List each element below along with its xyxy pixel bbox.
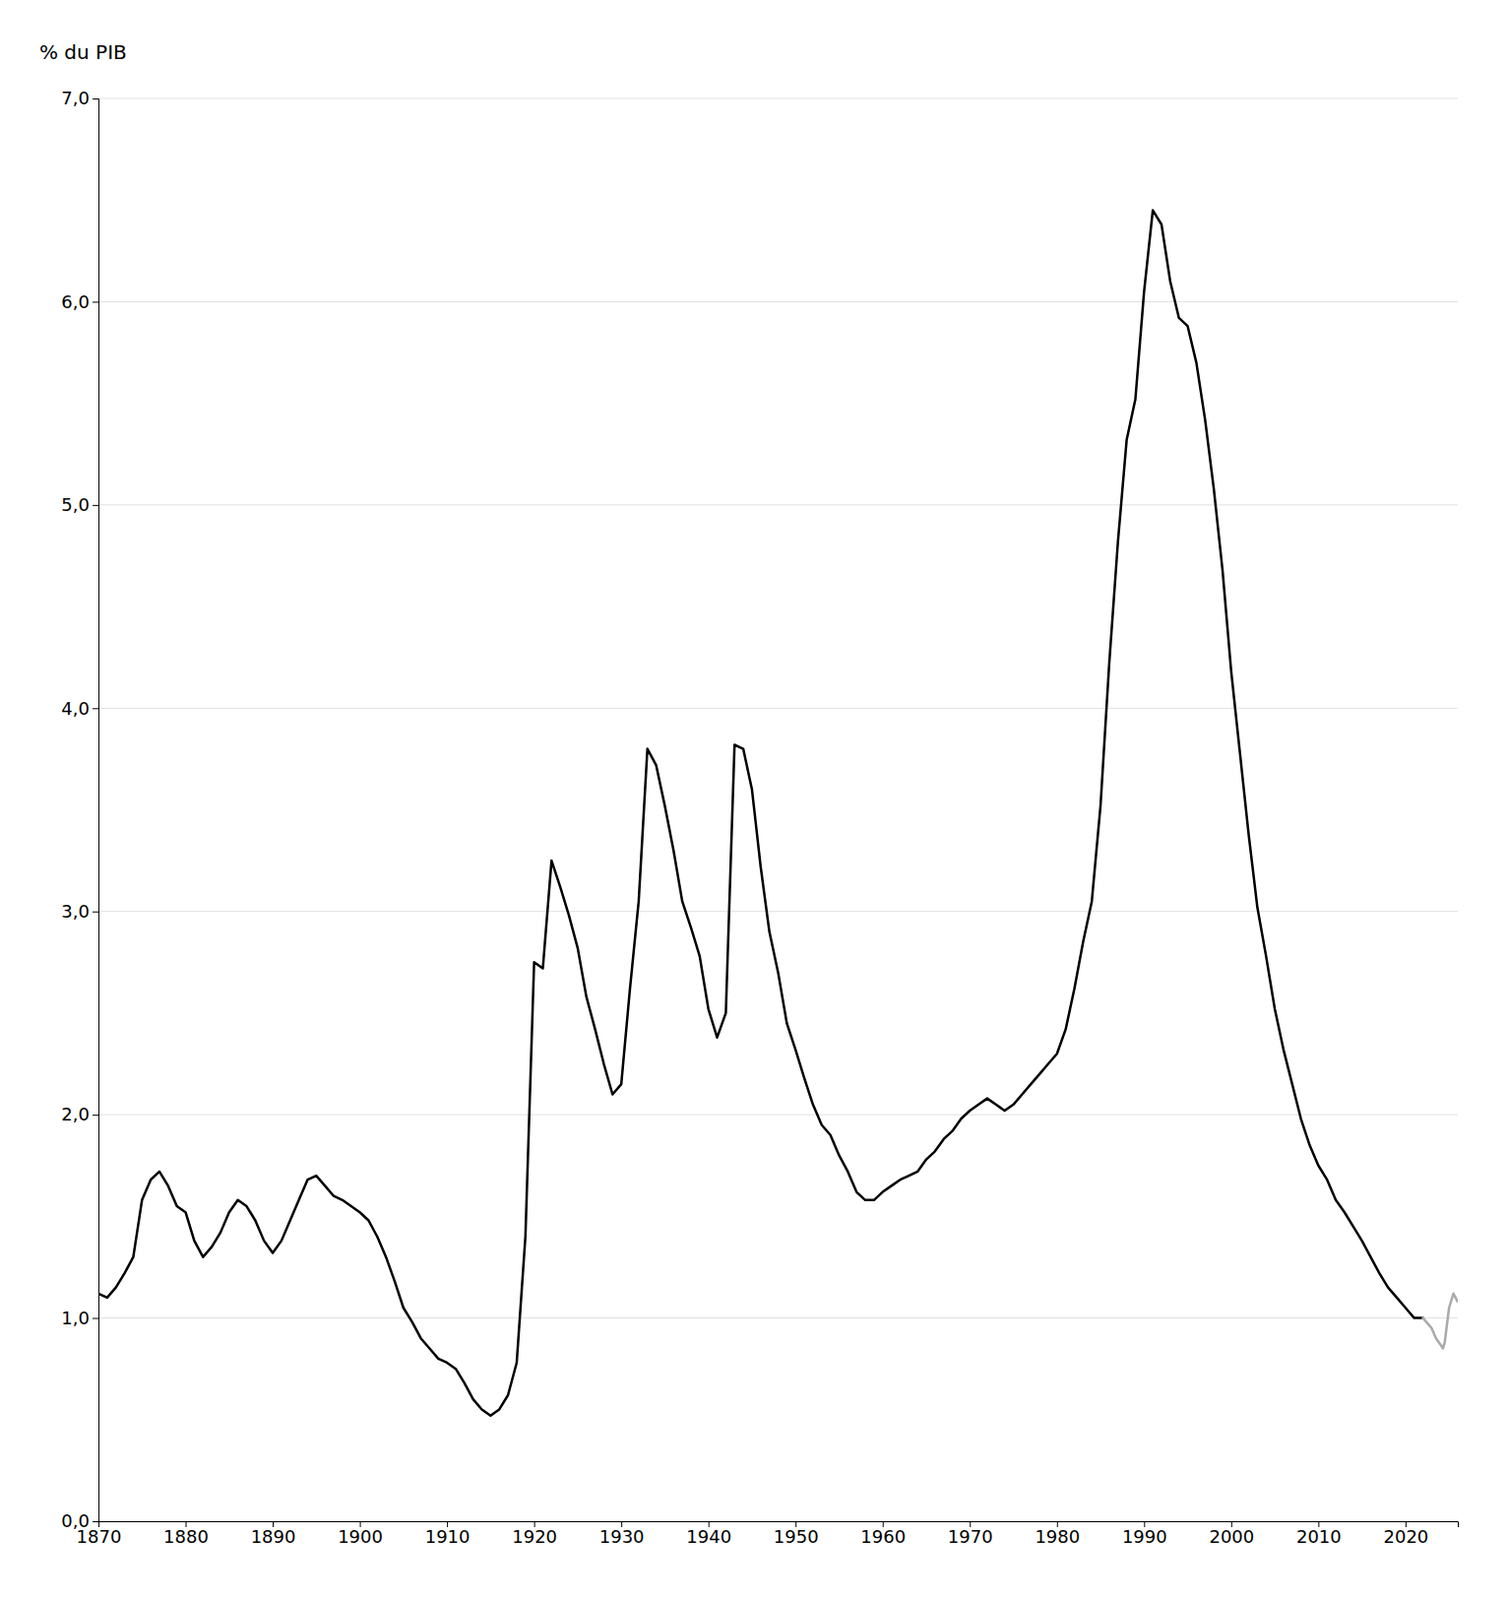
x-tick-label: 1900 (337, 1525, 383, 1547)
y-axis: 0,0 1,0 2,0 3,0 4,0 5,0 6,0 7,0 (61, 87, 99, 1531)
grid-line (98, 910, 1458, 912)
x-tick: 2020 (1382, 1520, 1429, 1547)
x-tick-label: 1920 (511, 1525, 558, 1547)
grid-line (98, 301, 1458, 303)
y-tick: 3,0 (61, 900, 99, 922)
x-tick: 1910 (425, 1520, 471, 1547)
y-tick-mark (92, 1114, 99, 1116)
series-line (1423, 1293, 1458, 1349)
y-tick: 6,0 (61, 291, 99, 313)
y-tick-label: 6,0 (61, 291, 90, 313)
grid (98, 98, 1458, 1521)
y-tick-label: 3,0 (61, 900, 90, 922)
grid-line (98, 707, 1458, 709)
y-tick: 7,0 (61, 87, 99, 109)
x-tick-label: 1990 (1122, 1525, 1168, 1547)
y-tick: 4,0 (61, 697, 99, 719)
x-tick-label: 2000 (1208, 1525, 1255, 1547)
x-tick: 1980 (1034, 1520, 1080, 1547)
y-tick-label: 7,0 (61, 87, 90, 109)
series-line (98, 210, 1424, 1416)
x-tick-label: 2010 (1296, 1525, 1342, 1547)
y-tick-mark (92, 1318, 99, 1319)
x-tick: 1940 (686, 1520, 732, 1547)
x-tick: 1990 (1122, 1520, 1168, 1547)
y-axis-line (92, 99, 100, 1522)
y-tick: 1,0 (61, 1307, 99, 1328)
y-tick-mark (92, 911, 99, 913)
y-tick-label: 2,0 (61, 1103, 90, 1125)
y-tick-mark (92, 504, 99, 506)
x-tick: 2010 (1296, 1520, 1342, 1547)
x-tick-label: 2020 (1382, 1525, 1429, 1547)
grid-line (98, 1317, 1458, 1319)
y-tick: 5,0 (61, 494, 99, 515)
x-tick-label: 1910 (425, 1525, 471, 1547)
x-tick-label: 1930 (599, 1525, 645, 1547)
x-tick-label: 1970 (947, 1525, 994, 1547)
x-tick: 2000 (1208, 1520, 1255, 1547)
x-tick-label: 1980 (1034, 1525, 1080, 1547)
x-axis: 1870188018901900191019201930194019501960… (76, 1520, 1459, 1547)
grid-line (98, 503, 1458, 505)
x-tick-label: 1880 (163, 1525, 209, 1547)
x-tick: 1920 (511, 1520, 558, 1547)
y-tick-mark (92, 301, 99, 303)
x-tick: 1950 (773, 1520, 819, 1547)
y-tick-mark (92, 1520, 99, 1522)
x-tick: 1890 (251, 1520, 297, 1547)
x-tick: 1880 (163, 1520, 209, 1547)
y-tick-label: 4,0 (61, 697, 90, 719)
y-tick-mark (92, 707, 99, 709)
x-tick-label: 1940 (686, 1525, 732, 1547)
x-tick-label: 1960 (860, 1525, 906, 1547)
y-axis-title: % du PIB (39, 40, 127, 64)
x-tick: 1970 (947, 1520, 994, 1547)
y-tick: 0,0 (61, 1509, 99, 1531)
y-tick-mark (92, 98, 99, 100)
x-tick: 1900 (337, 1520, 383, 1547)
y-tick: 2,0 (61, 1103, 99, 1125)
x-tick-label: 1950 (773, 1525, 819, 1547)
x-tick: 1960 (860, 1520, 906, 1547)
grid-line (98, 1114, 1458, 1116)
y-tick-label: 1,0 (61, 1307, 90, 1328)
y-tick-label: 5,0 (61, 494, 90, 515)
chart: 1870188018901900191019201930194019501960… (0, 0, 1507, 1600)
plot-area (98, 210, 1458, 1416)
x-tick-label: 1890 (251, 1525, 297, 1547)
x-tick: 1930 (599, 1520, 645, 1547)
y-tick-label: 0,0 (61, 1509, 90, 1531)
grid-line (98, 98, 1458, 100)
